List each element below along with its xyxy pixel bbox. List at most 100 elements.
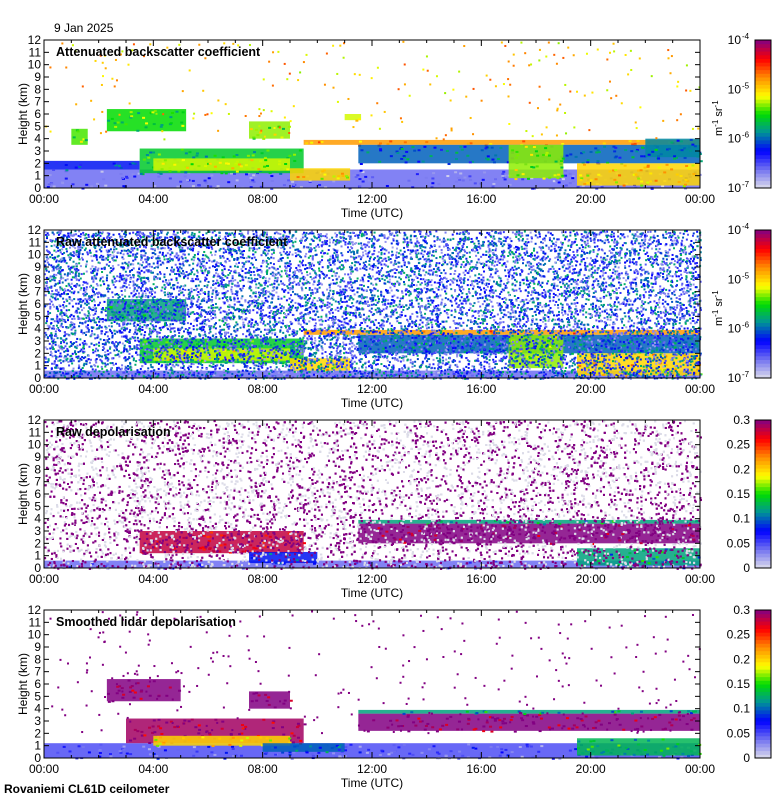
colorbar-swatch <box>755 180 771 185</box>
noise-point <box>508 243 511 246</box>
heatmap-speckle <box>693 145 697 148</box>
noise-point <box>497 260 500 263</box>
noise-point <box>108 261 111 264</box>
noise-point <box>503 342 506 345</box>
noise-point <box>175 245 178 248</box>
heatmap-speckle <box>299 358 303 361</box>
noise-point <box>422 264 425 267</box>
noise-point <box>258 108 261 111</box>
colorbar-swatch <box>755 117 771 122</box>
noise-point <box>463 368 466 371</box>
noise-point <box>364 375 367 378</box>
heatmap-speckle <box>385 184 389 187</box>
heatmap-speckle <box>648 372 652 375</box>
noise-point <box>646 270 649 273</box>
noise-point <box>214 241 217 244</box>
noise-point <box>310 238 313 241</box>
heatmap-speckle <box>496 157 500 160</box>
noise-point <box>654 230 657 233</box>
noise-point <box>373 287 376 290</box>
noise-point <box>304 287 307 290</box>
colorbar-swatch <box>755 176 771 182</box>
heatmap-speckle <box>463 176 467 179</box>
noise-point <box>313 375 316 378</box>
heatmap-speckle <box>663 171 667 174</box>
noise-point <box>412 351 415 354</box>
noise-point <box>369 256 372 259</box>
noise-point <box>233 303 236 306</box>
noise-point <box>87 310 90 313</box>
noise-point <box>512 303 515 306</box>
noise-point <box>491 367 494 370</box>
noise-point <box>477 372 480 375</box>
heatmap-speckle <box>210 371 214 374</box>
heatmap-speckle <box>622 344 626 347</box>
noise-point <box>346 283 349 286</box>
noise-point <box>161 336 164 339</box>
heatmap-speckle <box>54 161 58 164</box>
noise-point <box>139 273 142 276</box>
noise-point <box>318 263 321 266</box>
noise-point <box>52 269 55 272</box>
noise-point <box>309 373 312 376</box>
noise-point <box>472 87 475 90</box>
noise-point <box>686 364 689 367</box>
noise-point <box>660 288 663 291</box>
noise-point <box>153 233 156 236</box>
noise-point <box>101 374 104 377</box>
noise-point <box>113 342 116 345</box>
noise-point <box>592 295 595 298</box>
heatmap-speckle <box>489 143 493 146</box>
noise-point <box>222 348 225 351</box>
noise-point <box>308 266 311 269</box>
noise-point <box>368 257 371 260</box>
noise-point <box>538 334 541 337</box>
noise-point <box>465 95 468 98</box>
noise-point <box>606 370 609 373</box>
noise-point <box>75 340 78 343</box>
noise-point <box>67 272 70 275</box>
noise-point <box>233 358 236 361</box>
plot-area <box>44 230 703 380</box>
heatmap-speckle <box>95 182 99 185</box>
noise-point <box>47 233 50 236</box>
noise-point <box>509 253 512 256</box>
heatmap-speckle <box>455 151 459 154</box>
noise-point <box>581 239 584 242</box>
noise-point <box>418 343 421 346</box>
noise-point <box>100 326 103 329</box>
heatmap-speckle <box>129 111 133 114</box>
heatmap-speckle <box>235 153 239 156</box>
noise-point <box>502 83 505 86</box>
noise-point <box>219 331 222 334</box>
noise-point <box>592 239 595 242</box>
heatmap-speckle <box>389 333 393 336</box>
noise-point <box>574 317 577 320</box>
heatmap-speckle <box>685 165 689 168</box>
noise-point <box>623 359 626 362</box>
noise-point <box>547 41 550 44</box>
noise-point <box>312 239 315 242</box>
noise-point <box>594 306 597 309</box>
colorbar-swatch <box>755 162 771 167</box>
noise-point <box>322 277 325 280</box>
heatmap-speckle <box>260 363 264 366</box>
noise-point <box>308 335 311 338</box>
noise-point <box>242 333 245 336</box>
noise-point <box>585 52 588 55</box>
noise-point <box>103 300 106 303</box>
noise-point <box>242 323 245 326</box>
heatmap-speckle <box>535 165 539 168</box>
heatmap-speckle <box>437 183 441 186</box>
noise-point <box>454 290 457 293</box>
noise-point <box>507 60 510 63</box>
noise-point <box>559 277 562 280</box>
noise-point <box>409 285 412 288</box>
noise-point <box>142 315 145 318</box>
heatmap-speckle <box>197 359 201 362</box>
heatmap-speckle <box>250 340 254 343</box>
noise-point <box>397 265 400 268</box>
noise-point <box>691 127 694 130</box>
heatmap-speckle <box>622 184 626 187</box>
noise-point <box>608 366 611 369</box>
